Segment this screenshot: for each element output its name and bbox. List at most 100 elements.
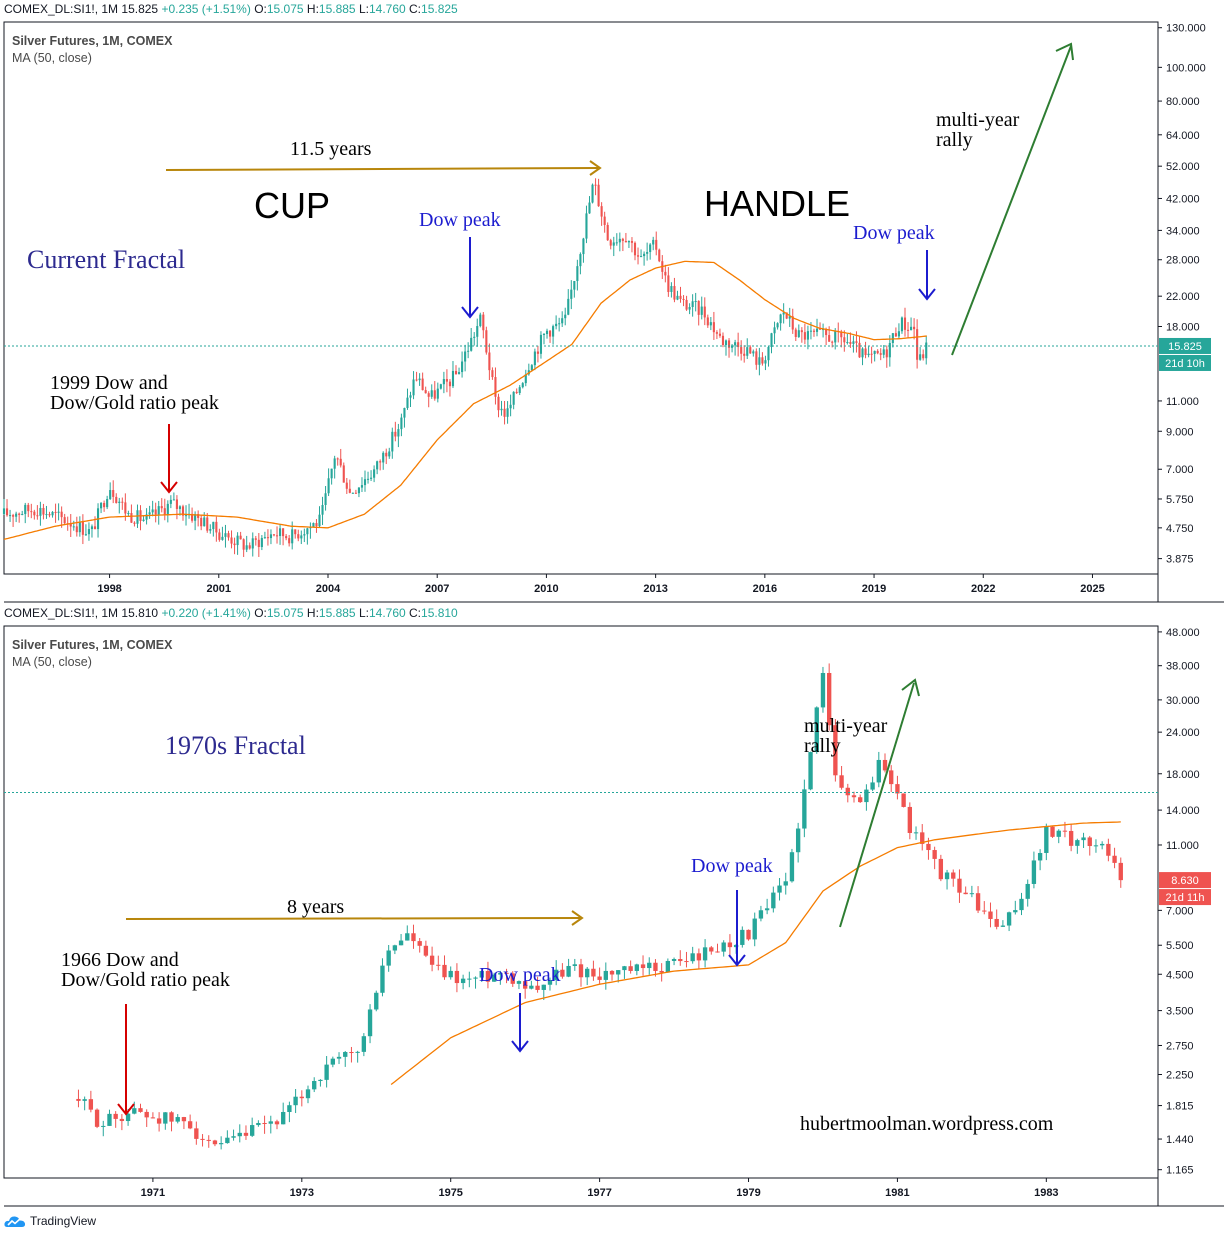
candle-body (609, 240, 612, 246)
candle-body (640, 256, 643, 258)
candle-body (106, 499, 109, 508)
candle-body (558, 323, 561, 325)
candle-body (533, 351, 536, 366)
candle-body (78, 521, 81, 533)
candle-body (194, 1128, 199, 1139)
high-value: 15.885 (318, 606, 356, 620)
candle-body (239, 535, 242, 540)
candle-body (901, 793, 906, 807)
candle-body (845, 787, 850, 796)
countdown-label: 21d 10h (1165, 358, 1205, 370)
candle-body (957, 878, 962, 893)
candle-body (242, 539, 245, 550)
candle-body (230, 537, 233, 544)
candle-body (160, 506, 163, 509)
candle-body (191, 513, 194, 521)
candle-body (254, 538, 257, 540)
rally-label-2: rally (804, 735, 841, 757)
candle-body (789, 852, 795, 882)
candle-body (909, 326, 913, 331)
candle-body (355, 1051, 360, 1053)
candle-body (215, 521, 218, 533)
candle-body (1118, 862, 1123, 881)
candle-body (647, 962, 652, 969)
current-fractal-chart[interactable]: 130.000 100.000 80.000 64.000 52.000 42.000 34… (0, 20, 1224, 604)
candle-body (294, 529, 297, 535)
rally-arrow (839, 682, 915, 928)
candle-body (42, 507, 45, 515)
x-tick-label: 1998 (97, 583, 121, 595)
x-tick-label: 2001 (207, 583, 231, 595)
ratio-peak-label-2: Dow/Gold ratio peak (50, 392, 219, 414)
candle-body (685, 299, 688, 310)
candle-body (115, 496, 118, 503)
candle-body (312, 523, 315, 527)
candle-body (27, 504, 30, 512)
candle-body (262, 1122, 267, 1124)
candle-body (628, 966, 633, 971)
y-tick-label: 3.500 (1166, 1006, 1194, 1018)
candle-body (112, 490, 115, 497)
candle-body (572, 964, 577, 966)
candle-body (498, 972, 503, 975)
candle-body (282, 528, 285, 537)
candle-body (621, 238, 624, 241)
candle-body (814, 707, 819, 753)
candle-body (345, 482, 348, 489)
candle-body (825, 329, 828, 336)
candle-body (758, 357, 761, 365)
candle-body (330, 468, 333, 479)
candle-body (212, 521, 215, 530)
candle-body (148, 512, 151, 515)
candle-body (783, 881, 788, 886)
candle-body (172, 499, 175, 501)
candle-body (409, 395, 412, 398)
candle-body (448, 970, 453, 978)
y-tick-label: 130.000 (1166, 23, 1206, 35)
y-tick-label: 18.000 (1166, 322, 1200, 334)
candle-body (133, 522, 136, 524)
candle-body (178, 506, 182, 509)
candle-body (439, 384, 442, 389)
last-price: 15.810 (121, 606, 159, 620)
candle-body (224, 533, 227, 537)
candle-body (88, 1099, 94, 1110)
candle-body (1112, 855, 1117, 863)
symbol-name: COMEX_DL:SI1!, 1M (4, 2, 119, 16)
candle-body (643, 253, 646, 257)
candle-body (820, 672, 826, 708)
rally-arrow-head (1055, 42, 1074, 61)
candle-body (694, 300, 697, 302)
y-tick-label: 34.000 (1166, 225, 1200, 237)
low-value: 14.760 (368, 2, 406, 16)
candle-body (94, 1109, 100, 1127)
candle-body (1000, 925, 1006, 927)
candle-body (894, 333, 897, 337)
candle-body (709, 322, 712, 326)
candle-body (771, 892, 776, 909)
candle-body (363, 479, 367, 486)
candle-body (1081, 837, 1086, 841)
candle-body (703, 306, 706, 318)
candle-body (136, 510, 139, 524)
candle-body (727, 340, 731, 348)
candle-body (758, 910, 764, 919)
candle-body (476, 326, 479, 337)
candle-body (932, 850, 937, 859)
candle-body (597, 976, 602, 980)
candle-body (397, 429, 400, 437)
ratio-peak-arrow-head (160, 481, 178, 494)
candle-body (770, 333, 773, 348)
candle-body (151, 509, 154, 513)
candle-body (903, 317, 907, 330)
candle-body (808, 752, 813, 790)
symbol-header-1: COMEX_DL:SI1!, 1M 15.825 +0.235 (+1.51%)… (4, 2, 458, 16)
candle-body (100, 502, 103, 509)
candle-body (21, 514, 24, 516)
candle-body (109, 490, 112, 500)
tradingview-logo[interactable]: TradingView (4, 1214, 96, 1228)
candle-body (2, 508, 6, 515)
candle-body (274, 1121, 280, 1125)
1970s-fractal-chart[interactable]: 48.000 38.000 30.000 24.000 18.000 14.000 11.0… (0, 624, 1224, 1210)
plot-area (3, 21, 1159, 575)
